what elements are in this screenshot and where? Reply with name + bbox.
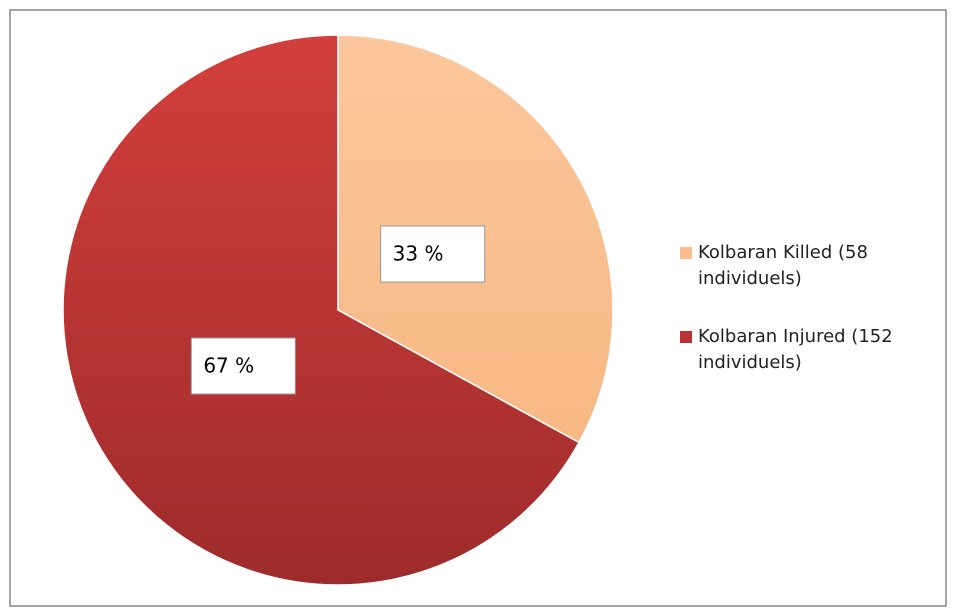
legend-label: Kolbaran Injured (152 individuels) [698, 326, 893, 373]
legend: Kolbaran Killed (58 individuels) Kolbaran… [680, 240, 950, 408]
legend-label: Kolbaran Killed (58 individuels) [698, 242, 868, 289]
legend-swatch [680, 247, 692, 259]
data-label-box [190, 337, 296, 395]
pie-slice [62, 34, 581, 586]
data-label: 67 % [203, 353, 254, 377]
data-label: 33 % [393, 242, 444, 266]
data-label-box [380, 225, 486, 283]
legend-swatch [680, 331, 692, 343]
data-labels: 33 % 67 % [190, 225, 486, 395]
pie [62, 34, 614, 586]
legend-item: Kolbaran Injured (152 individuels) [680, 324, 950, 376]
legend-item: Kolbaran Killed (58 individuels) [680, 240, 950, 292]
